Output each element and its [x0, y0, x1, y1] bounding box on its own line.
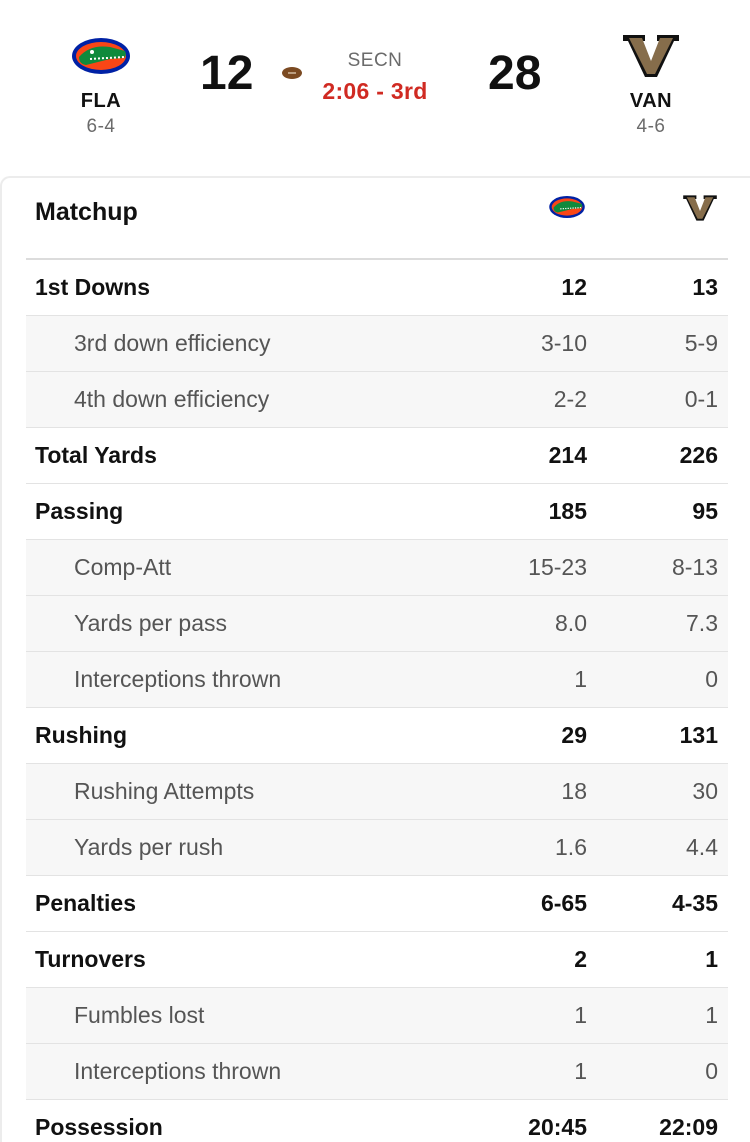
- away-stat-value: 1: [574, 1058, 587, 1084]
- stat-subrow: 4th down efficiency 2-2 0-1: [26, 372, 728, 428]
- away-stat-value: 1: [574, 666, 587, 692]
- stat-label: Passing: [35, 498, 124, 524]
- matchup-title: Matchup: [35, 198, 138, 226]
- stat-row: Penalties 6-65 4-35: [26, 876, 728, 932]
- football-possession-icon: [281, 66, 303, 85]
- home-stat-value: 0: [705, 666, 718, 692]
- stat-label: Penalties: [35, 890, 136, 916]
- away-team-abbr: FLA: [80, 90, 122, 112]
- stat-subrow: 3rd down efficiency 3-10 5-9: [26, 316, 728, 372]
- away-stat-value: 18: [561, 778, 587, 804]
- home-stat-value: 4.4: [686, 834, 718, 860]
- matchup-card: Matchup 1st Downs 12 13 3rd down efficiency…: [0, 176, 750, 1142]
- vanderbilt-logo-icon: [596, 30, 706, 82]
- florida-column-logo-icon: [548, 194, 586, 225]
- stat-subrow: Comp-Att 15-23 8-13: [26, 540, 728, 596]
- matchup-stats-table: 1st Downs 12 13 3rd down efficiency 3-10 5-9 4…: [26, 260, 728, 1142]
- away-stat-value: 20:45: [528, 1114, 587, 1140]
- home-stat-value: 30: [692, 778, 718, 804]
- florida-gators-logo-icon: [46, 30, 156, 82]
- away-stat-value: 2: [574, 946, 587, 972]
- home-score: 28: [488, 47, 542, 100]
- matchup-header: Matchup: [26, 178, 728, 260]
- away-stat-value: 1: [574, 1002, 587, 1028]
- home-stat-value: 13: [692, 274, 718, 300]
- stat-label: Rushing Attempts: [74, 778, 255, 804]
- home-stat-value: 8-13: [671, 554, 718, 580]
- stat-label: Yards per pass: [74, 610, 227, 636]
- stat-label: Comp-Att: [74, 554, 172, 580]
- stat-subrow: Interceptions thrown 1 0: [26, 652, 728, 708]
- scoreboard-header: FLA 6-4 12 SECN 2:06 - 3rd 28 VAN 4-6: [0, 0, 750, 172]
- stat-label: Yards per rush: [74, 834, 224, 860]
- stat-label: Turnovers: [35, 946, 146, 972]
- away-team[interactable]: FLA 6-4: [46, 30, 156, 138]
- away-stat-value: 6-65: [540, 890, 587, 916]
- away-team-record: 6-4: [86, 116, 116, 137]
- home-stat-value: 7.3: [686, 610, 718, 636]
- stat-subrow: Yards per rush 1.6 4.4: [26, 820, 728, 876]
- home-stat-value: 0-1: [684, 386, 718, 412]
- home-team-abbr: VAN: [629, 90, 673, 112]
- stat-label: 3rd down efficiency: [74, 330, 271, 356]
- away-stat-value: 1.6: [555, 834, 587, 860]
- home-stat-value: 22:09: [659, 1114, 718, 1140]
- home-team-record: 4-6: [636, 116, 666, 137]
- stat-label: 4th down efficiency: [74, 386, 270, 412]
- stat-row: Passing 185 95: [26, 484, 728, 540]
- away-stat-value: 12: [561, 274, 587, 300]
- stat-row: Turnovers 2 1: [26, 932, 728, 988]
- away-stat-value: 3-10: [540, 330, 587, 356]
- home-stat-value: 0: [705, 1058, 718, 1084]
- away-stat-value: 214: [548, 442, 587, 468]
- game-clock: 2:06 - 3rd: [322, 78, 428, 104]
- home-stat-value: 131: [679, 722, 718, 748]
- away-score: 12: [200, 47, 254, 100]
- stat-row: Possession 20:45 22:09: [26, 1100, 728, 1142]
- stat-label: Interceptions thrown: [74, 1058, 282, 1084]
- away-stat-value: 2-2: [553, 386, 587, 412]
- game-status: SECN 2:06 - 3rd: [300, 50, 450, 105]
- stat-subrow: Fumbles lost 1 1: [26, 988, 728, 1044]
- stat-label: 1st Downs: [35, 274, 151, 300]
- stat-row: Rushing 29 131: [26, 708, 728, 764]
- away-stat-value: 8.0: [555, 610, 587, 636]
- home-stat-value: 1: [705, 946, 718, 972]
- stat-row: Total Yards 214 226: [26, 428, 728, 484]
- away-stat-value: 29: [561, 722, 587, 748]
- away-stat-value: 15-23: [528, 554, 587, 580]
- home-stat-value: 1: [705, 1002, 718, 1028]
- stat-label: Interceptions thrown: [74, 666, 282, 692]
- stat-label: Possession: [35, 1114, 163, 1140]
- stat-subrow: Rushing Attempts 18 30: [26, 764, 728, 820]
- home-stat-value: 5-9: [684, 330, 718, 356]
- home-stat-value: 4-35: [671, 890, 718, 916]
- stat-subrow: Yards per pass 8.0 7.3: [26, 596, 728, 652]
- away-stat-value: 185: [548, 498, 587, 524]
- home-team[interactable]: VAN 4-6: [596, 30, 706, 138]
- stat-row: 1st Downs 12 13: [26, 260, 728, 316]
- vanderbilt-column-logo-icon: [682, 194, 718, 227]
- tv-network: SECN: [347, 50, 403, 71]
- stat-subrow: Interceptions thrown 1 0: [26, 1044, 728, 1100]
- stat-label: Fumbles lost: [74, 1002, 205, 1028]
- home-stat-value: 226: [679, 442, 718, 468]
- home-stat-value: 95: [692, 498, 718, 524]
- stat-label: Total Yards: [35, 442, 157, 468]
- stat-label: Rushing: [35, 722, 127, 748]
